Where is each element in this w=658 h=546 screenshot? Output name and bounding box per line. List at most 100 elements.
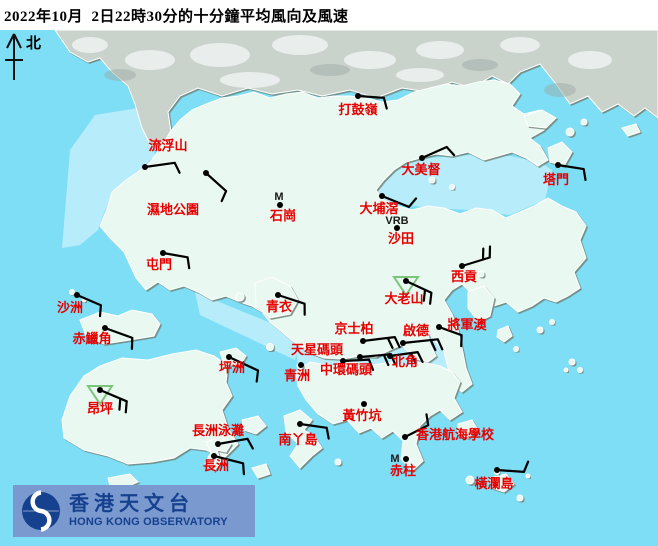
station-dot [97,387,103,393]
strong-wind-marker [392,276,420,297]
station-dot [357,354,363,360]
station-tai-mei-tuk: 大美督 [401,145,456,177]
station-dot [340,358,346,364]
station-dot [394,225,400,231]
station-label: 啟德 [403,323,429,338]
station-ta-kwu-ling: 打鼓嶺 [338,93,388,117]
station-dot [402,434,408,440]
station-label: 黃竹坑 [341,408,381,423]
station-sha-chau: 沙洲 [57,292,102,318]
station-kings-park: 京士柏 [334,321,401,349]
station-label: 南丫島 [278,432,317,447]
strong-wind-marker [86,385,114,406]
north-arrow: 北 [5,33,41,80]
station-label: 天星碼頭 [291,342,344,357]
station-label: 京士柏 [334,321,373,336]
station-north-point: 北角 [387,351,424,369]
wind-barb [556,163,587,181]
station-tates-cairn: 大老山 [384,276,433,306]
wind-barb [404,279,433,305]
station-dot [203,170,209,176]
station-flag: M [274,191,283,203]
station-dot [555,162,561,168]
station-stanley: 赤柱M [390,453,416,478]
wind-barb [460,245,492,268]
station-label: 大老山 [384,291,423,306]
station-label: 屯門 [146,257,172,272]
station-label: 打鼓嶺 [338,102,377,117]
station-waglan-island: 橫瀾島 [474,460,530,491]
station-label: 昂坪 [87,401,113,416]
station-label: 石崗 [269,208,296,223]
wind-barb [143,161,181,174]
station-label: 西貢 [451,269,477,284]
station-sai-kung: 西貢 [451,245,492,284]
station-wetland-park: 濕地公園 [147,170,228,217]
station-peng-chau: 坪洲 [219,354,260,383]
station-label: 長洲 [203,458,229,473]
station-dot [419,155,425,161]
station-ngong-ping: 昂坪 [86,385,128,416]
station-dot [297,421,303,427]
station-dot [436,324,442,330]
station-dot [459,263,465,269]
station-dot [494,467,500,473]
wind-barb [75,293,102,318]
station-label: 青衣 [266,299,292,314]
station-label: 北角 [392,354,418,369]
station-dot [275,292,281,298]
station-dot [403,278,409,284]
wind-barb [403,413,430,439]
station-star-ferry-pier: 天星碼頭 [291,342,375,371]
station-dot [361,401,367,407]
station-tap-mun: 塔門 [543,162,587,187]
station-label: 大美督 [401,162,440,177]
station-dot [379,193,385,199]
station-dot [403,456,409,462]
station-tseung-kwan-o: 將軍澳 [436,317,487,348]
logo-english: HONG KONG OBSERVATORY [69,516,228,528]
station-tai-po-kau: 大埔滘 [359,193,418,216]
shenzhen-texture [72,35,612,97]
station-dot [142,164,148,170]
station-flag: VRB [385,215,408,227]
station-dot [355,93,361,99]
station-shek-kong: 石崗 M [269,191,296,223]
station-label: 濕地公園 [147,202,199,217]
station-dot [160,250,166,256]
station-flag: M [390,453,399,465]
wind-barb [212,454,245,476]
station-label: 流浮山 [148,138,187,153]
station-label: 大埔滘 [359,201,398,216]
station-dot [387,353,393,359]
station-label: 香港航海學校 [415,427,495,442]
station-label: 長洲泳灘 [192,423,244,438]
station-tuen-mun: 屯門 [146,250,191,272]
station-lau-fau-shan: 流浮山 [142,138,188,174]
wind-barb [380,194,418,208]
wind-barb [204,171,228,203]
map-title: 2022年10月 2日22時30分的十分鐘平均風向及風速 [4,9,349,25]
logo-swirl [30,490,52,532]
wind-barb [227,355,260,383]
wind-barb [161,251,191,270]
station-label: 沙洲 [57,300,83,315]
station-kai-tak: 啟德 [400,323,444,352]
wind-barb [388,351,424,364]
station-label: 赤鱲角 [72,331,111,346]
station-label: 青洲 [284,368,310,383]
station-cheung-chau-beach: 長洲泳灘 [192,423,254,450]
station-label: 塔門 [543,172,569,187]
wind-barb [298,422,330,440]
station-label: 坪洲 [219,360,245,375]
wind-barb [356,94,388,110]
wind-barb [216,437,254,450]
station-dot [400,340,406,346]
wind-barb [420,145,456,160]
wind-barb [401,338,444,352]
station-green-island: 青洲 [284,362,310,383]
hko-logo: 香港天文台 HONG KONG OBSERVATORY [13,485,255,537]
